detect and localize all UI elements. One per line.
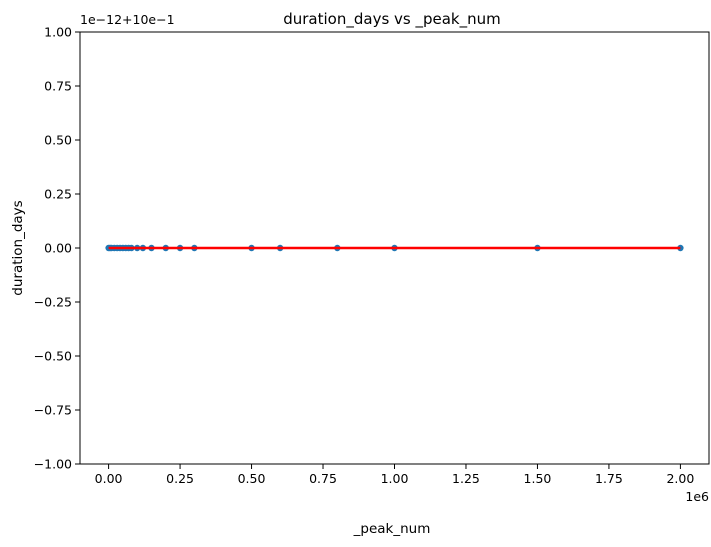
x-tick-label: 1.25: [452, 471, 480, 486]
x-tick-label: 0.75: [309, 471, 337, 486]
y-tick-label: −0.25: [34, 295, 72, 310]
y-tick-label: 0.00: [44, 241, 72, 256]
y-tick-label: 0.25: [44, 187, 72, 202]
y-tick-label: −1.00: [34, 457, 72, 472]
x-axis: 0.00 0.25 0.50 0.75 1.00 1.25 1.50 1.75 2.00: [95, 464, 694, 486]
x-tick-label: 0.00: [95, 471, 123, 486]
y-axis: −1.00 −0.75 −0.50 −0.25 0.00 0.25 0.50 0.75 1.00: [34, 25, 80, 472]
y-offset-text: 1e−12+10e−1: [80, 12, 175, 27]
x-tick-label: 1.75: [595, 471, 623, 486]
plot-area: [105, 244, 684, 252]
x-tick-label: 2.00: [666, 471, 694, 486]
y-tick-label: 0.75: [44, 79, 72, 94]
x-tick-label: 1.00: [381, 471, 409, 486]
y-axis-label: duration_days: [10, 200, 26, 295]
x-axis-label: _peak_num: [353, 521, 431, 537]
y-tick-label: 1.00: [44, 25, 72, 40]
x-tick-label: 1.50: [524, 471, 552, 486]
y-tick-label: −0.75: [34, 403, 72, 418]
y-tick-label: 0.50: [44, 133, 72, 148]
x-tick-label: 0.50: [238, 471, 266, 486]
y-tick-label: −0.50: [34, 349, 72, 364]
chart-title: duration_days vs _peak_num: [283, 10, 501, 29]
x-tick-label: 0.25: [166, 471, 194, 486]
x-offset-text: 1e6: [685, 489, 709, 504]
